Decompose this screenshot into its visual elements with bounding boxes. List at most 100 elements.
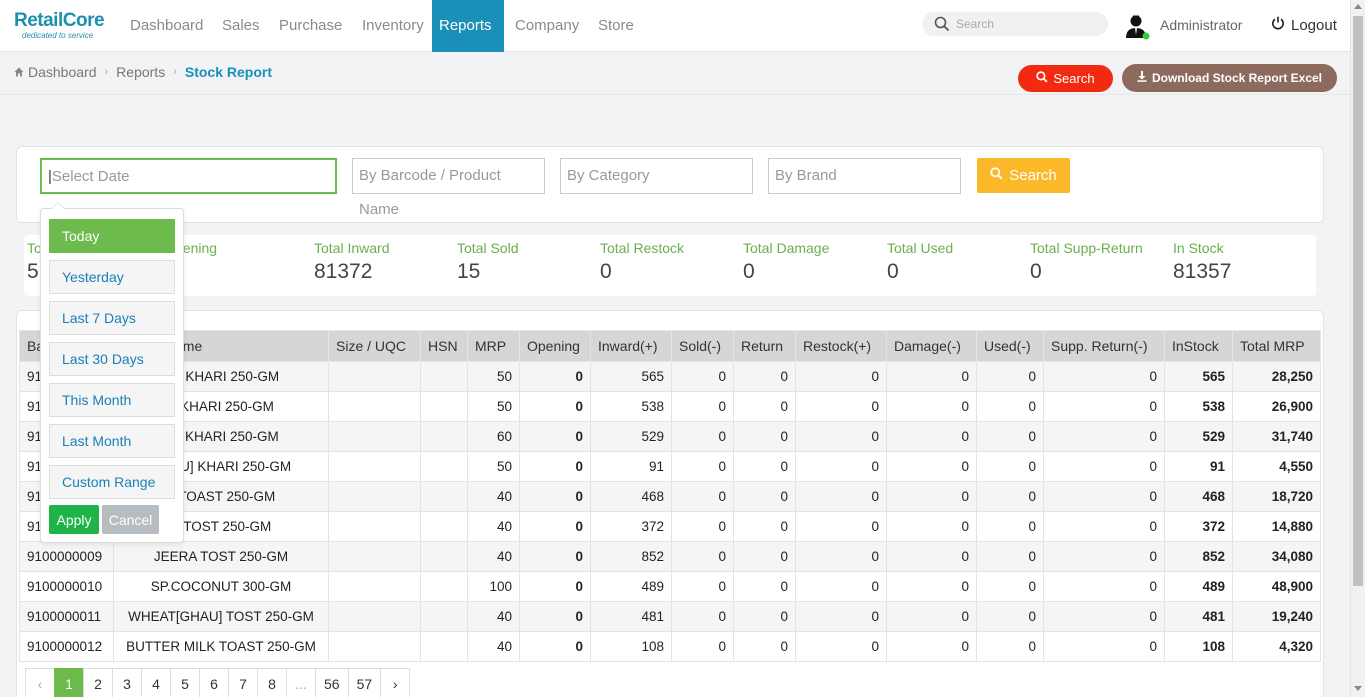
page-7[interactable]: 7	[228, 668, 258, 697]
date-range-input[interactable]: |Select Date	[40, 158, 337, 194]
cell-mrp: 40	[467, 511, 520, 542]
cell-restock: 0	[795, 571, 887, 602]
cell-inward: 468	[590, 481, 672, 512]
cell-ret: 0	[733, 421, 796, 452]
range-yesterday[interactable]: Yesterday	[49, 260, 175, 294]
brand-logo[interactable]: RetailCore dedicated to service	[14, 11, 105, 41]
col-restock[interactable]: Restock(+)	[795, 330, 887, 362]
download-excel-button[interactable]: Download Stock Report Excel	[1122, 64, 1337, 92]
page-57[interactable]: 57	[347, 668, 382, 697]
page-1[interactable]: 1	[54, 668, 84, 697]
cell-damage: 0	[886, 511, 977, 542]
scroll-up-arrow[interactable]	[1354, 4, 1362, 9]
page-scrollbar[interactable]	[1350, 0, 1365, 697]
cell-mrp: 100	[467, 571, 520, 602]
col-supp-return[interactable]: Supp. Return(-)	[1043, 330, 1165, 362]
col-size-uqc[interactable]: Size / UQC	[328, 330, 421, 362]
logout-button[interactable]: Logout	[1271, 16, 1337, 34]
cell-instock: 372	[1164, 511, 1233, 542]
cancel-button[interactable]: Cancel	[102, 505, 159, 534]
cell-supp: 0	[1043, 541, 1165, 572]
col-total-mrp[interactable]: Total MRP	[1232, 330, 1321, 362]
range-last-30-days[interactable]: Last 30 Days	[49, 342, 175, 376]
cell-size	[328, 391, 421, 422]
nav-dashboard[interactable]: Dashboard	[130, 17, 204, 34]
page-56[interactable]: 56	[315, 668, 349, 697]
category-input[interactable]: By Category	[560, 158, 753, 194]
cell-barcode: 9100000011	[19, 601, 114, 632]
page-6[interactable]: 6	[199, 668, 229, 697]
page-prev[interactable]: ‹	[25, 668, 55, 697]
cell-opening: 0	[519, 391, 591, 422]
global-search-input[interactable]	[956, 15, 1096, 33]
col-mrp[interactable]: MRP	[467, 330, 520, 362]
cell-damage: 0	[886, 601, 977, 632]
user-name[interactable]: Administrator	[1160, 17, 1243, 33]
table-row[interactable]: 9100000012 BUTTER MILK TOAST 250-GM 40 0 108…	[19, 631, 1321, 662]
col-inward[interactable]: Inward(+)	[590, 330, 672, 362]
nav-store[interactable]: Store	[598, 17, 634, 34]
scroll-thumb[interactable]	[1353, 16, 1363, 586]
scroll-down-arrow[interactable]	[1354, 686, 1362, 691]
table-row[interactable]: 91 GHAU] KHARI 250-GM 50 0 91 0 0 0 0 0 0 91 4,550	[19, 451, 1321, 482]
col-damage[interactable]: Damage(-)	[886, 330, 977, 362]
cell-hsn	[420, 451, 468, 482]
stat-total-damage: Total Damage 0	[743, 240, 829, 284]
page-next[interactable]: ›	[380, 668, 411, 697]
table-row[interactable]: 9100000010 SP.COCONUT 300-GM 100 0 489 0 0 0 0 0 0…	[19, 571, 1321, 602]
cell-instock: 468	[1164, 481, 1233, 512]
filter-search-button[interactable]: Search	[977, 158, 1070, 193]
user-avatar-icon[interactable]	[1124, 14, 1150, 40]
brand-input[interactable]: By Brand	[768, 158, 961, 194]
range-custom[interactable]: Custom Range	[49, 465, 175, 499]
apply-button[interactable]: Apply	[49, 505, 99, 534]
page-5[interactable]: 5	[170, 668, 200, 697]
table-row[interactable]: 91 T TOAST 250-GM 40 0 468 0 0 0 0 0 0 468 18,720	[19, 481, 1321, 512]
page-4[interactable]: 4	[141, 668, 171, 697]
cell-damage: 0	[886, 361, 977, 392]
nav-reports[interactable]: Reports	[432, 0, 504, 52]
table-row[interactable]: 91 K TOST 250-GM 40 0 372 0 0 0 0 0 0 372 14,880	[19, 511, 1321, 542]
page-2[interactable]: 2	[83, 668, 113, 697]
range-last-month[interactable]: Last Month	[49, 424, 175, 458]
col-return[interactable]: Return	[733, 330, 796, 362]
cell-mrp: 50	[467, 391, 520, 422]
cell-total: 31,740	[1232, 421, 1321, 452]
cell-used: 0	[976, 541, 1044, 572]
cell-ret: 0	[733, 631, 796, 662]
cell-sold: 0	[671, 421, 734, 452]
range-last-7-days[interactable]: Last 7 Days	[49, 301, 175, 335]
page-8[interactable]: 8	[257, 668, 287, 697]
range-this-month[interactable]: This Month	[49, 383, 175, 417]
brand-tagline: dedicated to service	[22, 31, 94, 40]
nav-purchase[interactable]: Purchase	[279, 17, 343, 34]
cell-inward: 489	[590, 571, 672, 602]
barcode-product-input[interactable]: By Barcode / Product Name	[352, 158, 545, 218]
col-sold[interactable]: Sold(-)	[671, 330, 734, 362]
stat-value: 0	[887, 260, 899, 283]
col-hsn[interactable]: HSN	[420, 330, 468, 362]
table-row[interactable]: 91 SE KHARI 250-GM 60 0 529 0 0 0 0 0 0 529 31,740	[19, 421, 1321, 452]
col-opening[interactable]: Opening	[519, 330, 591, 362]
cell-total: 18,720	[1232, 481, 1321, 512]
search-button[interactable]: Search	[1018, 65, 1113, 92]
global-search[interactable]	[922, 12, 1108, 36]
range-today[interactable]: Today	[49, 219, 175, 253]
col-used[interactable]: Used(-)	[976, 330, 1044, 362]
nav-inventory[interactable]: Inventory	[362, 17, 424, 34]
table-row[interactable]: 9100000009 JEERA TOST 250-GM 40 0 852 0 0 0 0 0 0 8…	[19, 541, 1321, 572]
search-icon	[990, 167, 1003, 184]
breadcrumb-reports[interactable]: Reports	[116, 64, 166, 80]
table-row[interactable]: 91 A KHARI 250-GM 50 0 538 0 0 0 0 0 0 538 26,900	[19, 391, 1321, 422]
power-icon	[1271, 16, 1285, 34]
stock-table-panel: Ba ame Size / UQC HSN MRP Opening Inward…	[16, 310, 1324, 697]
nav-sales[interactable]: Sales	[222, 17, 260, 34]
nav-company[interactable]: Company	[515, 17, 580, 34]
col-instock[interactable]: InStock	[1164, 330, 1233, 362]
cell-barcode: 9100000010	[19, 571, 114, 602]
stat-value: 81357	[1173, 260, 1232, 283]
table-row[interactable]: 9100000011 WHEAT[GHAU] TOST 250-GM 40 0 481 0…	[19, 601, 1321, 632]
table-row[interactable]: 91 ER KHARI 250-GM 50 0 565 0 0 0 0 0 0 565 28,250	[19, 361, 1321, 392]
breadcrumb-home[interactable]: Dashboard	[14, 64, 97, 80]
page-3[interactable]: 3	[112, 668, 142, 697]
